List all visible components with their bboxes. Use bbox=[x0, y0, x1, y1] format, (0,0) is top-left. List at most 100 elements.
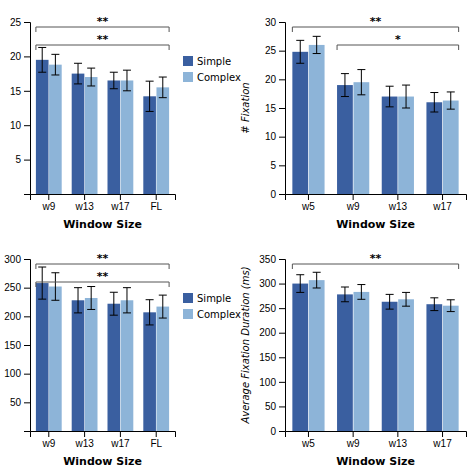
x-tick-mark bbox=[120, 194, 121, 200]
bar bbox=[49, 287, 62, 431]
y-tick: 250 bbox=[259, 303, 285, 314]
y-tick-mark bbox=[279, 333, 285, 334]
error-bar-cap bbox=[87, 85, 95, 86]
error-bar bbox=[38, 47, 46, 72]
bar bbox=[49, 65, 62, 194]
error-bar-cap bbox=[159, 97, 167, 98]
error-bar bbox=[51, 54, 59, 75]
error-bar-cap bbox=[146, 81, 154, 82]
significance-label: * bbox=[395, 33, 401, 46]
error-bar-cap bbox=[87, 286, 95, 287]
y-tick-label: 10 bbox=[10, 120, 22, 131]
y-tick-mark bbox=[279, 259, 285, 260]
y-tick-mark bbox=[279, 22, 285, 23]
y-tick: 5 bbox=[270, 160, 285, 171]
bar bbox=[426, 304, 442, 431]
y-tick-mark bbox=[24, 259, 30, 260]
error-bar-cap bbox=[123, 90, 131, 91]
panel: 510152025w9w13w17FLWindow Size****Simple… bbox=[10, 15, 241, 231]
x-axis: w9w13w17FL bbox=[31, 194, 176, 212]
y-tick-label: 200 bbox=[4, 311, 21, 322]
y-tick-label: 50 bbox=[265, 401, 277, 412]
y-tick: 100 bbox=[4, 368, 30, 379]
series bbox=[309, 36, 459, 194]
error-bar bbox=[159, 77, 167, 98]
error-bar-stem bbox=[389, 294, 390, 309]
y-tick-mark bbox=[24, 91, 30, 92]
y-tick: 15 bbox=[265, 103, 285, 114]
error-bar bbox=[296, 275, 304, 293]
y-axis: 50100150200250300 bbox=[4, 254, 30, 432]
error-bar-stem bbox=[344, 74, 345, 97]
y-tick-mark bbox=[279, 108, 285, 109]
x-tick-label: w17 bbox=[432, 438, 452, 449]
x-tick-mark bbox=[353, 194, 354, 200]
y-axis-line bbox=[24, 260, 31, 432]
y-tick-mark bbox=[279, 137, 285, 138]
error-bar-stem bbox=[78, 288, 79, 313]
error-bar bbox=[386, 294, 394, 309]
y-tick-label: 200 bbox=[259, 327, 276, 338]
error-bar bbox=[146, 300, 154, 325]
y-tick-mark bbox=[279, 79, 285, 80]
y-tick: 20 bbox=[265, 74, 285, 85]
error-bar bbox=[87, 287, 95, 310]
x-tick: w5 bbox=[301, 194, 315, 212]
error-bar-cap bbox=[357, 69, 365, 70]
x-tick-label: w9 bbox=[346, 438, 360, 449]
bar bbox=[398, 299, 414, 431]
error-bar bbox=[51, 273, 59, 301]
x-tick-mark bbox=[397, 431, 398, 437]
error-bar-cap bbox=[110, 315, 118, 316]
y-tick: 10 bbox=[10, 120, 30, 131]
legend: SimpleComplex bbox=[183, 293, 241, 320]
error-bar-stem bbox=[149, 81, 150, 111]
significance-label: ** bbox=[97, 15, 109, 28]
y-tick-label: 20 bbox=[265, 74, 277, 85]
legend-swatch bbox=[183, 56, 193, 66]
bar bbox=[337, 294, 353, 431]
legend-item: Complex bbox=[183, 72, 241, 83]
y-tick-label: 300 bbox=[259, 278, 276, 289]
error-bar-stem bbox=[149, 300, 150, 325]
y-tick: 100 bbox=[259, 377, 285, 388]
y-tick-mark bbox=[24, 316, 30, 317]
error-bar bbox=[38, 267, 46, 299]
error-bar-cap bbox=[296, 40, 304, 41]
error-bar-cap bbox=[402, 306, 410, 307]
bar bbox=[156, 87, 169, 194]
y-tick-mark bbox=[279, 357, 285, 358]
legend-label: Simple bbox=[197, 56, 231, 67]
y-axis: 051015202530 bbox=[265, 17, 286, 200]
y-tick-mark bbox=[279, 431, 285, 432]
x-tick-mark bbox=[308, 194, 309, 200]
error-bar-cap bbox=[87, 68, 95, 69]
y-tick-label: 100 bbox=[259, 377, 276, 388]
bar bbox=[353, 292, 369, 431]
significance-bracket: ** bbox=[36, 252, 169, 269]
error-bar-cap bbox=[341, 73, 349, 74]
y-tick-mark bbox=[279, 284, 285, 285]
error-bar-stem bbox=[162, 295, 163, 318]
bar bbox=[36, 60, 49, 194]
x-tick-label: w5 bbox=[301, 201, 315, 212]
error-bar-cap bbox=[74, 83, 82, 84]
error-bar-stem bbox=[316, 36, 317, 53]
legend-label: Simple bbox=[197, 293, 231, 304]
y-tick: 150 bbox=[259, 352, 285, 363]
bar bbox=[353, 82, 369, 194]
y-tick-mark bbox=[279, 308, 285, 309]
y-tick-label: 250 bbox=[259, 303, 276, 314]
bar bbox=[143, 96, 156, 194]
error-bar-cap bbox=[341, 301, 349, 302]
y-tick-label: 25 bbox=[265, 45, 277, 56]
error-bar-cap bbox=[430, 92, 438, 93]
error-bar bbox=[74, 288, 82, 313]
y-tick-label: 20 bbox=[10, 51, 22, 62]
error-bar-stem bbox=[406, 85, 407, 108]
panel: 50100150200250300w9w13w17FLWindow Size**… bbox=[4, 252, 241, 468]
series bbox=[309, 272, 459, 431]
y-tick-label: 30 bbox=[265, 17, 277, 28]
x-axis: w5w9w13w17 bbox=[286, 431, 467, 449]
error-bar-cap bbox=[313, 53, 321, 54]
